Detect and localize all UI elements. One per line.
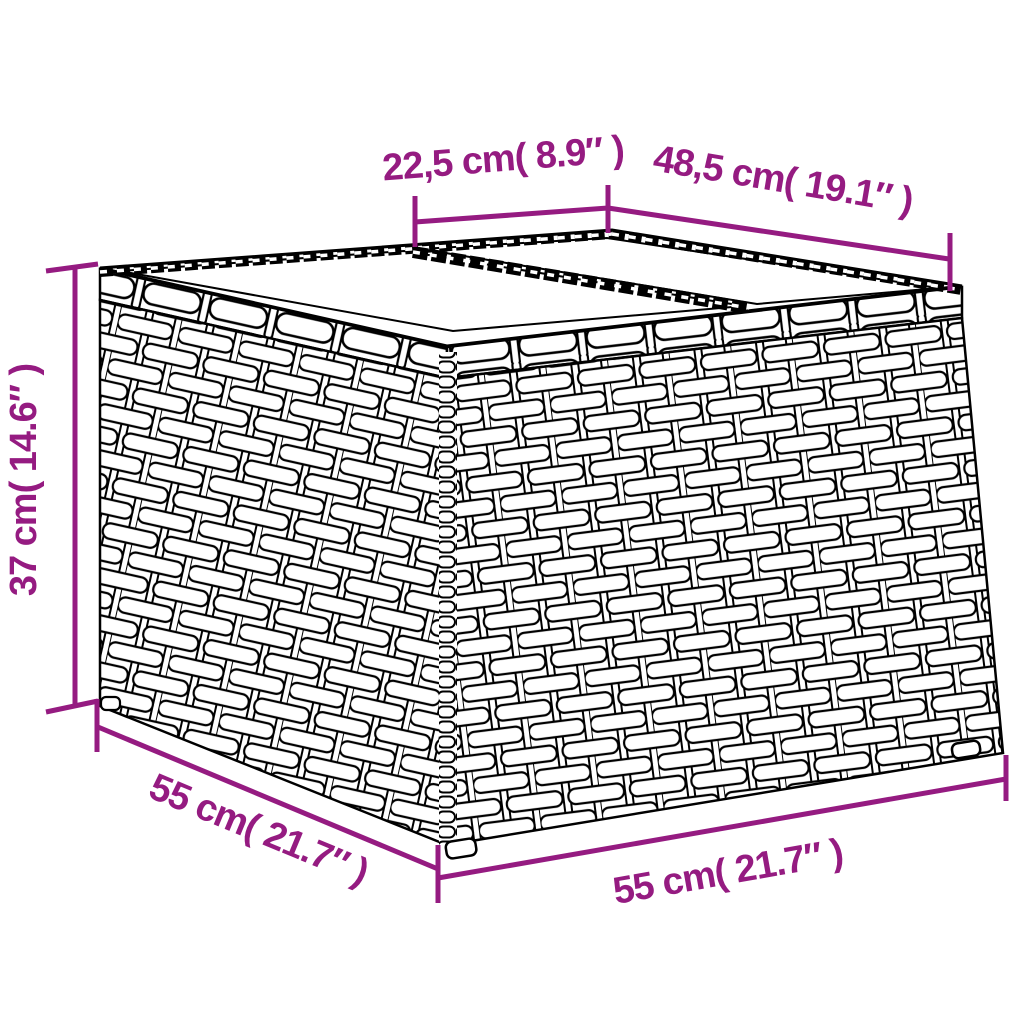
dim-label-glass-panel-length: 48,5 cm( 19.1″ ) [650, 138, 915, 223]
table-foot-left [99, 695, 122, 712]
dimension-glass-panel-width: 22,5 cm( 8.9″ ) [381, 129, 625, 247]
dim-label-table-height: 37 cm( 14.6″ ) [3, 364, 45, 596]
dim-line [607, 205, 950, 262]
table-body-left-face [98, 298, 449, 847]
dim-line [414, 205, 609, 225]
table-front-corner-weave [439, 352, 457, 847]
dim-tick [45, 698, 99, 715]
table-foot-right [950, 739, 982, 760]
dim-tick [45, 261, 99, 274]
dimension-table-height: 37 cm( 14.6″ ) [3, 261, 99, 715]
dim-label-glass-panel-width: 22,5 cm( 8.9″ ) [381, 129, 625, 190]
table-foot-front [444, 837, 478, 860]
top-braided-edges [99, 229, 963, 314]
dim-line [97, 724, 439, 872]
dim-line [437, 776, 1007, 881]
table-body-right-face [445, 316, 1005, 847]
table-illustration [98, 228, 1005, 860]
